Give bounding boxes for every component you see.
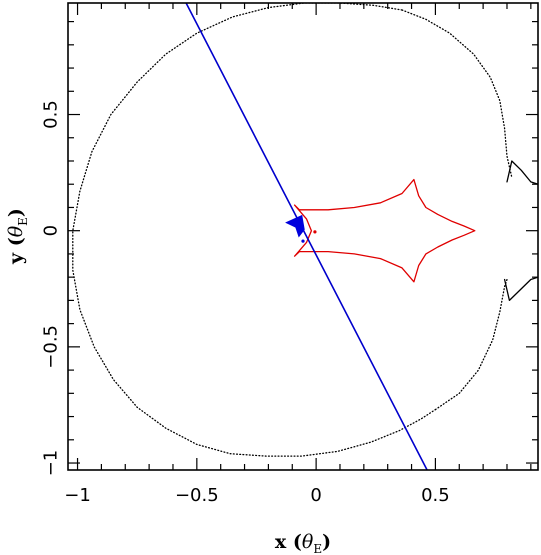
x-tick-label: 0	[310, 485, 321, 506]
x-axis-label-subscript: E	[313, 542, 322, 555]
y-tick-label: −0.5	[41, 325, 62, 369]
tick-labels: −1 −0.5 0 0.5 −1 −0.5 0 0.5	[41, 100, 450, 506]
critical-curve-series-2	[434, 278, 508, 411]
x-axis-label-open: (	[293, 531, 302, 553]
y-axis-label-main: y	[5, 252, 27, 265]
critical-curve-series-4	[503, 276, 538, 302]
x-tick-label: −1	[64, 485, 91, 506]
y-axis-label-subscript: E	[16, 217, 30, 226]
source-red-dot-marker-2	[313, 230, 317, 234]
critical-curve-series-0	[72, 3, 437, 457]
x-tick-label: 0.5	[421, 485, 450, 506]
x-axis-label-main: x	[275, 531, 287, 553]
caustic-series-5	[293, 178, 476, 283]
y-tick-label: −1	[41, 450, 62, 477]
y-axis-label: y (θE)	[5, 208, 30, 265]
x-axis-label-close: )	[322, 531, 331, 553]
source-image-marker	[285, 214, 305, 238]
source-trajectory-series-6	[185, 3, 428, 470]
x-axis-label: x (θE)	[275, 531, 331, 555]
critical-curve-series-1	[401, 9, 513, 178]
critical-curve-series-3	[506, 160, 538, 185]
x-tick-label: −0.5	[175, 485, 219, 506]
y-tick-label: 0	[41, 225, 62, 236]
axis-ticks	[68, 3, 538, 470]
y-tick-label: 0.5	[41, 100, 62, 129]
y-axis-label-symbol: θ	[5, 225, 27, 237]
plot-frame	[67, 2, 539, 471]
y-axis-label-close: )	[5, 208, 27, 217]
y-axis-label-open: (	[5, 237, 27, 246]
x-axis-label-symbol: θ	[302, 531, 314, 553]
plot-area	[72, 3, 538, 470]
source-blue-dot-marker-1	[301, 239, 305, 243]
